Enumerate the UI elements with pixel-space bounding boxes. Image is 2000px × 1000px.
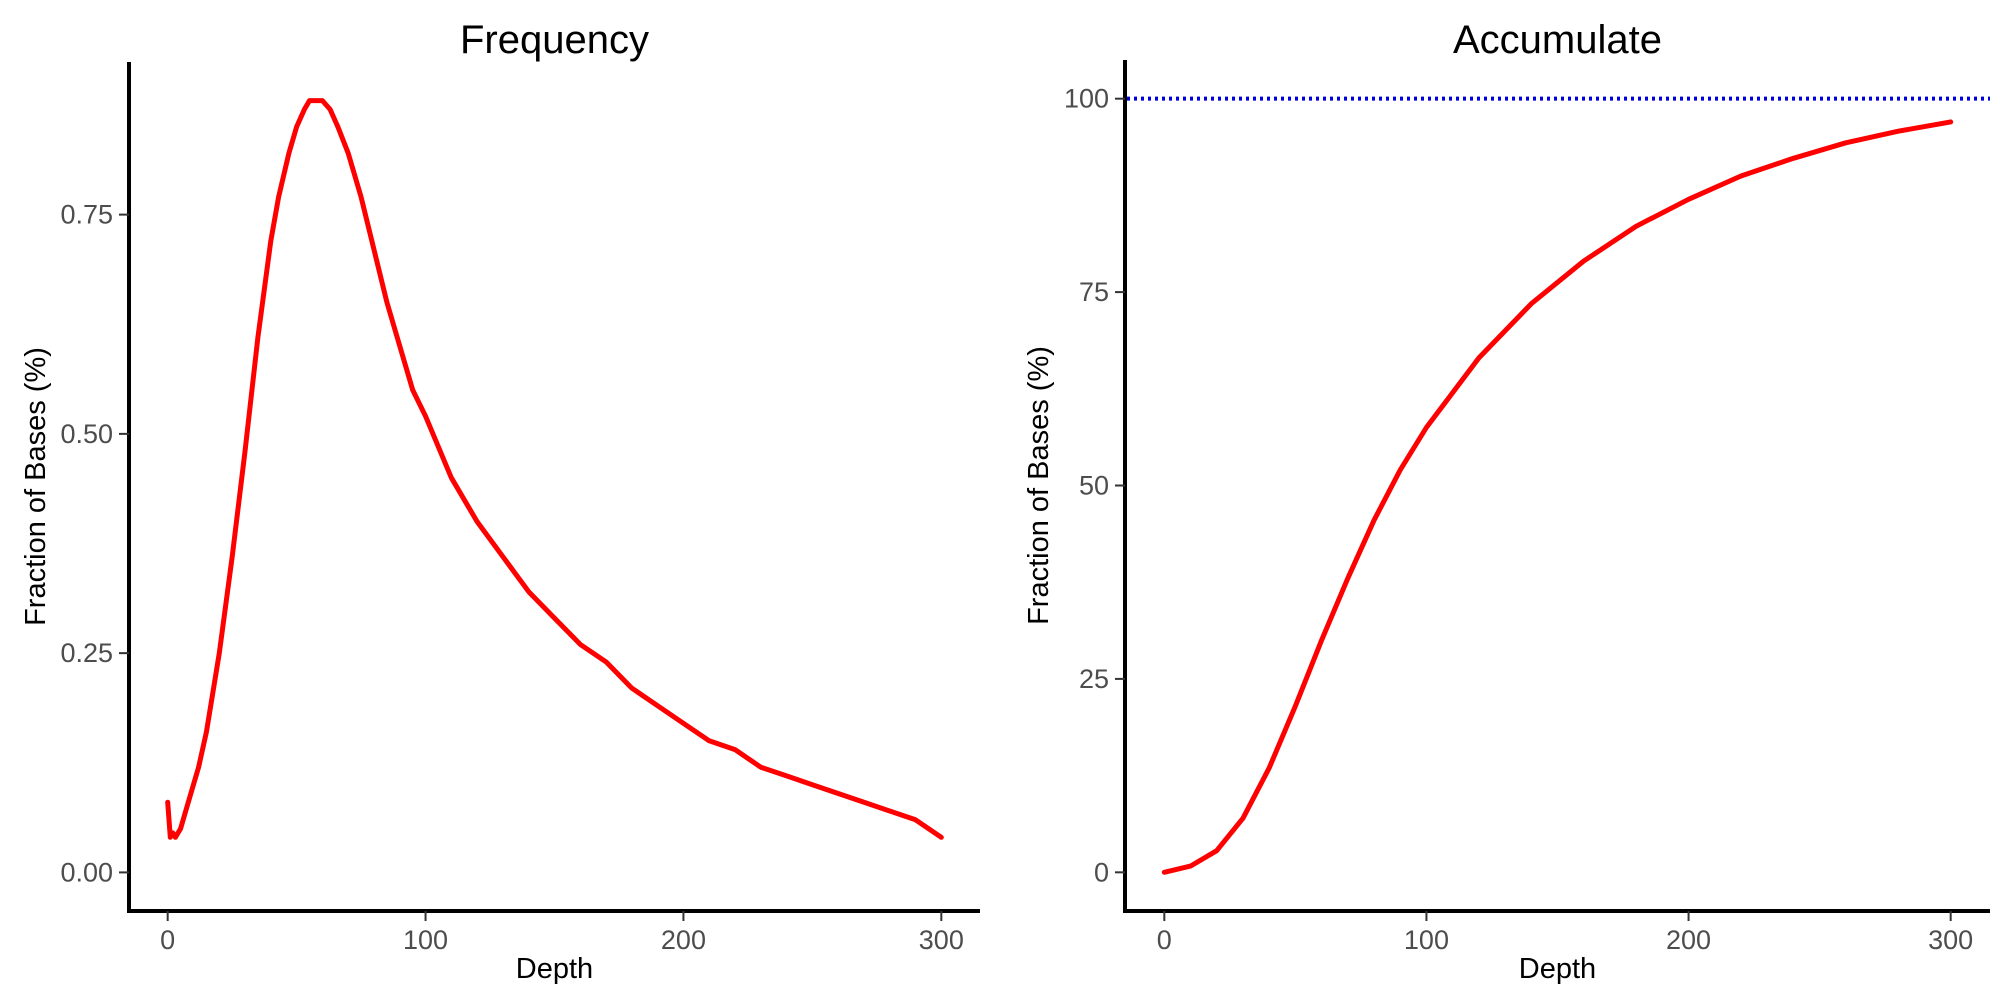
y-tick-label: 75 [1079, 277, 1109, 307]
y-tick-label: 0.25 [60, 638, 113, 668]
y-axis-title: Fraction of Bases (%) [1023, 346, 1055, 625]
x-tick-label: 300 [919, 925, 964, 955]
series-line [1161, 119, 1954, 875]
y-tick-label: 50 [1079, 471, 1109, 501]
y-tick-label: 25 [1079, 664, 1109, 694]
x-axis-title: Depth [1519, 953, 1596, 985]
y-tick-label: 100 [1064, 84, 1109, 114]
chart-panel-1: 0.00 0.25 0.50 0.75 0 100 200 300 Frequency Depth… [20, 18, 980, 985]
x-tick-label: 200 [1666, 925, 1711, 955]
x-tick-label: 300 [1928, 925, 1973, 955]
y-axis-title: Fraction of Bases (%) [20, 347, 52, 626]
chart-title: Accumulate [1453, 18, 1662, 62]
x-tick-label: 100 [403, 925, 448, 955]
chart-panel-2: 0 25 50 75 100 0 100 200 300 Accumulate Depth Fract… [1023, 18, 1990, 985]
y-tick-label: 0.75 [60, 200, 113, 230]
x-tick-label: 100 [1404, 925, 1449, 955]
x-tick-label: 200 [661, 925, 706, 955]
chart-title: Frequency [460, 18, 649, 62]
series-line [165, 98, 944, 840]
x-axis-title: Depth [516, 953, 593, 985]
x-tick-label: 0 [1157, 925, 1172, 955]
y-tick-label: 0.00 [60, 857, 113, 887]
y-tick-label: 0 [1094, 857, 1109, 887]
x-tick-label: 0 [160, 925, 175, 955]
y-tick-label: 0.50 [60, 419, 113, 449]
